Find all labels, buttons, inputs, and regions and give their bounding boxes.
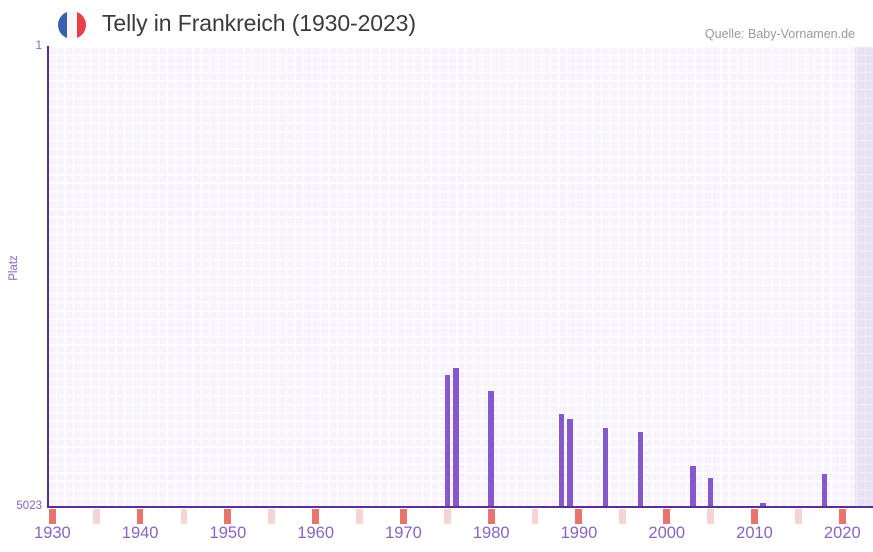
x-tick-mark-1980 xyxy=(487,509,495,524)
x-tick-mark-1945 xyxy=(180,509,188,524)
y-axis-top-label: 1 xyxy=(35,40,42,52)
bar-2011[interactable] xyxy=(760,503,766,507)
shaded-region xyxy=(855,47,873,507)
x-tick-mark-1950 xyxy=(224,509,232,524)
bar-1989[interactable] xyxy=(567,418,573,507)
bar-2018[interactable] xyxy=(821,473,828,507)
x-tick-mark-1995 xyxy=(619,509,627,524)
y-axis-title: Platz xyxy=(8,255,20,281)
x-tick-mark-1970 xyxy=(399,509,407,524)
x-axis-label-1990: 1990 xyxy=(560,524,598,542)
x-axis-tick-band xyxy=(48,509,873,524)
x-axis-label-1930: 1930 xyxy=(34,524,71,542)
bar-1988[interactable] xyxy=(558,413,565,507)
bar-1993[interactable] xyxy=(602,427,608,507)
page-title: Telly in Frankreich (1930-2023) xyxy=(102,10,416,36)
france-flag-circle-icon xyxy=(58,11,86,39)
flag-stripe-white xyxy=(67,11,77,39)
x-tick-mark-2000 xyxy=(663,509,671,524)
flag-stripe-blue xyxy=(58,11,68,39)
x-axis-label-2010: 2010 xyxy=(736,524,773,542)
bar-1976[interactable] xyxy=(453,367,459,507)
x-axis-label-2000: 2000 xyxy=(648,524,686,542)
flag-stripe-red xyxy=(76,11,86,39)
x-axis-label-1950: 1950 xyxy=(209,524,247,542)
bar-1980[interactable] xyxy=(488,390,494,507)
bar-1975[interactable] xyxy=(444,374,450,507)
x-tick-mark-2020 xyxy=(838,509,846,524)
x-tick-mark-1985 xyxy=(531,509,539,524)
x-tick-mark-1940 xyxy=(136,509,144,524)
y-axis-bottom-label: 5023 xyxy=(16,500,42,512)
bar-2005[interactable] xyxy=(707,478,714,507)
x-tick-mark-2015 xyxy=(794,509,802,524)
x-tick-mark-1975 xyxy=(443,509,451,524)
y-axis-line xyxy=(47,46,50,508)
x-tick-mark-1935 xyxy=(92,509,100,524)
plot-area xyxy=(48,47,873,507)
x-tick-mark-1990 xyxy=(575,509,583,524)
x-axis-label-1940: 1940 xyxy=(121,524,159,542)
x-tick-mark-1930 xyxy=(48,509,56,524)
x-tick-mark-1955 xyxy=(268,509,276,524)
x-tick-mark-2005 xyxy=(707,509,714,524)
bar-2003[interactable] xyxy=(690,465,696,507)
chart-header: Telly in Frankreich (1930-2023) Quelle: … xyxy=(0,0,873,47)
x-tick-mark-2010 xyxy=(751,509,758,524)
x-axis-line xyxy=(47,506,873,509)
bar-1997[interactable] xyxy=(637,432,644,507)
x-axis-labels: 1930 1940 1950 1960 1970 1980 1990 2000 2010 2020 xyxy=(0,524,873,552)
x-axis-label-1970: 1970 xyxy=(385,524,422,542)
source-attribution: Quelle: Baby-Vornamen.de xyxy=(704,27,855,41)
x-tick-mark-1960 xyxy=(312,509,320,524)
x-axis-label-1980: 1980 xyxy=(472,524,510,542)
x-axis-label-2020: 2020 xyxy=(823,524,861,542)
x-axis-label-1960: 1960 xyxy=(297,524,335,542)
x-tick-mark-1965 xyxy=(356,509,363,524)
